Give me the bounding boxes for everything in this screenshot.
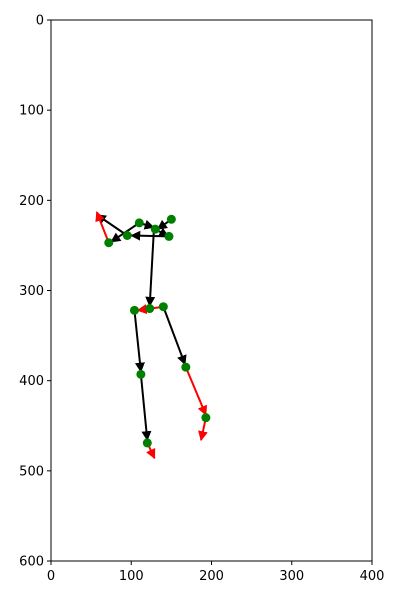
keypoint-marker — [164, 231, 174, 241]
keypoint-marker — [201, 413, 211, 423]
black-arrow — [130, 230, 169, 241]
keypoint-marker — [150, 224, 160, 234]
y-tick-label: 400 — [19, 374, 44, 389]
y-tick-label: 300 — [19, 284, 44, 299]
x-tick-label: 200 — [199, 569, 224, 584]
red-arrow — [184, 366, 208, 416]
red-arrow — [95, 211, 110, 244]
keypoint-marker — [166, 214, 176, 224]
black-arrow — [133, 310, 145, 373]
y-tick-label: 0 — [36, 14, 44, 29]
black-arrow — [162, 306, 187, 366]
keypoint-marker — [129, 305, 139, 315]
keypoint-marker — [104, 238, 114, 248]
keypoint-marker — [145, 304, 155, 314]
x-tick-label: 0 — [47, 569, 55, 584]
keypoint-marker — [136, 369, 146, 379]
x-tick-label: 400 — [360, 569, 385, 584]
x-tick-label: 300 — [279, 569, 304, 584]
black-arrow — [139, 374, 152, 442]
plot-area — [50, 19, 373, 562]
black-arrow — [145, 232, 156, 307]
keypoint-marker — [181, 362, 191, 372]
keypoint-marker — [122, 230, 132, 240]
axis-ticks: 0 100 200 300 400 0 100 200 300 400 500 600 — [19, 14, 384, 585]
y-tick-label: 200 — [19, 194, 44, 209]
keypoint-marker — [142, 438, 152, 448]
y-tick-label: 100 — [19, 104, 44, 119]
x-tick-label: 100 — [119, 569, 144, 584]
y-tick-label: 600 — [19, 555, 44, 570]
y-tick-label: 500 — [19, 464, 44, 479]
keypoint-marker — [134, 218, 144, 228]
keypoint-marker — [158, 302, 168, 312]
points-layer — [104, 214, 211, 448]
